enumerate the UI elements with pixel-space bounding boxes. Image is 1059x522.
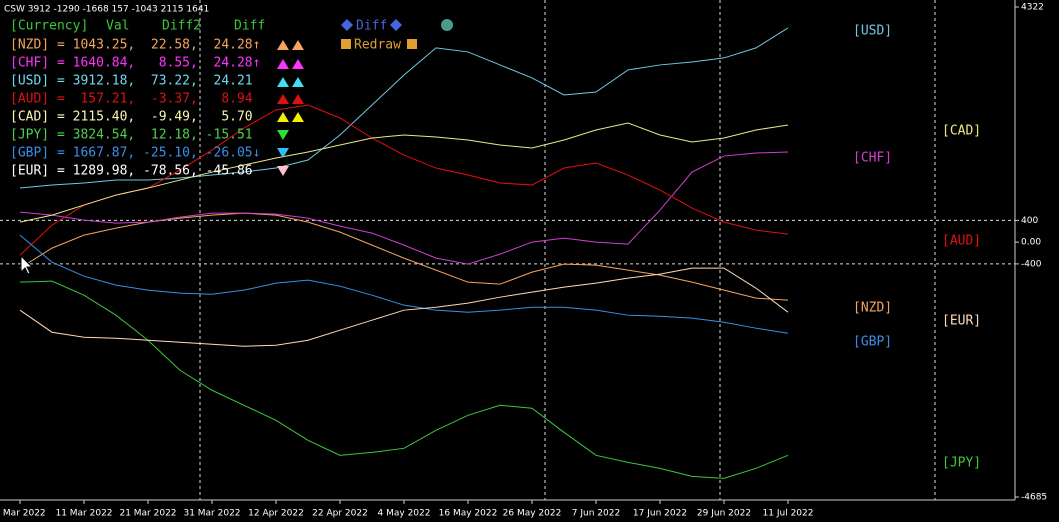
series-label: [USD] bbox=[853, 24, 892, 39]
table-rows: [NZD] = 1043.25, 22.58, 24.28↑ [CHF] = 16… bbox=[10, 38, 260, 179]
header-cell: Diff bbox=[234, 19, 265, 34]
signal bbox=[292, 94, 304, 104]
series-label: [CAD] bbox=[942, 124, 981, 139]
x-tick-label: 1 Mar 2022 bbox=[0, 509, 46, 519]
y-tick-label: 400 bbox=[1021, 216, 1038, 226]
x-tick-label: 29 Jun 2022 bbox=[697, 509, 751, 519]
series-label: [GBP] bbox=[853, 335, 892, 350]
signal bbox=[277, 40, 289, 50]
series-label: [AUD] bbox=[942, 234, 981, 249]
table-row: [AUD] = 157.21, -3.37, 8.94 bbox=[10, 92, 253, 107]
series-label: [EUR] bbox=[942, 314, 981, 329]
x-tick-label: 21 Mar 2022 bbox=[119, 509, 176, 519]
button-label[interactable]: Diff bbox=[356, 19, 387, 34]
x-tick-label: 7 Jun 2022 bbox=[572, 509, 620, 519]
y-tick-label: 4322 bbox=[1021, 3, 1044, 13]
signal bbox=[277, 112, 289, 122]
x-tick-label: 4 May 2022 bbox=[378, 509, 431, 519]
series-line bbox=[19, 27, 789, 189]
table-row: [USD] = 3912.18, 73.22, 24.21 bbox=[10, 74, 253, 89]
x-tick-label: 26 May 2022 bbox=[503, 509, 562, 519]
chart-title: CSW 3912 -1290 -1668 157 -1043 2115 1641 bbox=[4, 5, 209, 15]
x-tick-label: 31 Mar 2022 bbox=[183, 509, 240, 519]
signal bbox=[277, 59, 289, 69]
series-line bbox=[19, 122, 789, 223]
header-cell: Val bbox=[106, 19, 129, 34]
signal bbox=[277, 77, 289, 87]
series-label: [CHF] bbox=[853, 151, 892, 166]
signal bbox=[277, 130, 289, 140]
table-row: [NZD] = 1043.25, 22.58, 24.28↑ bbox=[10, 38, 260, 53]
table-row: [JPY] = 3824.54, 12.18, -15.51 bbox=[10, 128, 253, 143]
button-label[interactable]: Redraw bbox=[354, 38, 401, 53]
x-tick-label: 11 Jul 2022 bbox=[763, 509, 814, 519]
button-icon bbox=[407, 39, 417, 49]
signal bbox=[277, 148, 289, 158]
header-cell: [Currency] bbox=[10, 19, 88, 34]
table-row: [GBP] = 1667.87, -25.10, -26.05↓ bbox=[10, 146, 260, 161]
cursor bbox=[20, 254, 34, 275]
x-tick-label: 11 Mar 2022 bbox=[55, 509, 112, 519]
x-tick-label: 17 Jun 2022 bbox=[633, 509, 687, 519]
x-tick-label: 16 May 2022 bbox=[439, 509, 498, 519]
lines bbox=[19, 27, 789, 479]
buttons[interactable]: Diff Redraw bbox=[341, 19, 453, 53]
grid bbox=[0, 219, 1015, 265]
table-row: [CAD] = 2115.40, -9.49, 5.70 bbox=[10, 110, 253, 125]
signal bbox=[277, 166, 289, 176]
y-tick-label: -400 bbox=[1021, 259, 1042, 269]
x-tick-label: 22 Apr 2022 bbox=[312, 509, 368, 519]
header-cell: Diff2 bbox=[162, 19, 201, 34]
signals bbox=[277, 40, 304, 176]
signal bbox=[292, 112, 304, 122]
button-icon bbox=[341, 19, 353, 31]
button[interactable] bbox=[441, 19, 453, 31]
y-tick-label: -4685 bbox=[1021, 493, 1047, 503]
button-icon bbox=[341, 39, 351, 49]
series-line bbox=[19, 267, 789, 347]
series-label: [NZD] bbox=[853, 301, 892, 316]
signal bbox=[292, 77, 304, 87]
series-line bbox=[19, 234, 789, 334]
series-label: [JPY] bbox=[942, 456, 981, 471]
table-row: [EUR] = 1289.98, -78.56, -45.86 bbox=[10, 164, 253, 179]
signal bbox=[292, 59, 304, 69]
table-header: [Currency] Val Diff2 Diff bbox=[10, 19, 265, 34]
y-tick-label: 0.00 bbox=[1021, 238, 1041, 248]
signal bbox=[292, 40, 304, 50]
signal bbox=[277, 94, 289, 104]
x-tick-label: 12 Apr 2022 bbox=[248, 509, 304, 519]
table-row: [CHF] = 1640.84, 8.55, 24.28↑ bbox=[10, 56, 260, 71]
button-icon bbox=[390, 19, 402, 31]
series-line bbox=[19, 151, 789, 265]
